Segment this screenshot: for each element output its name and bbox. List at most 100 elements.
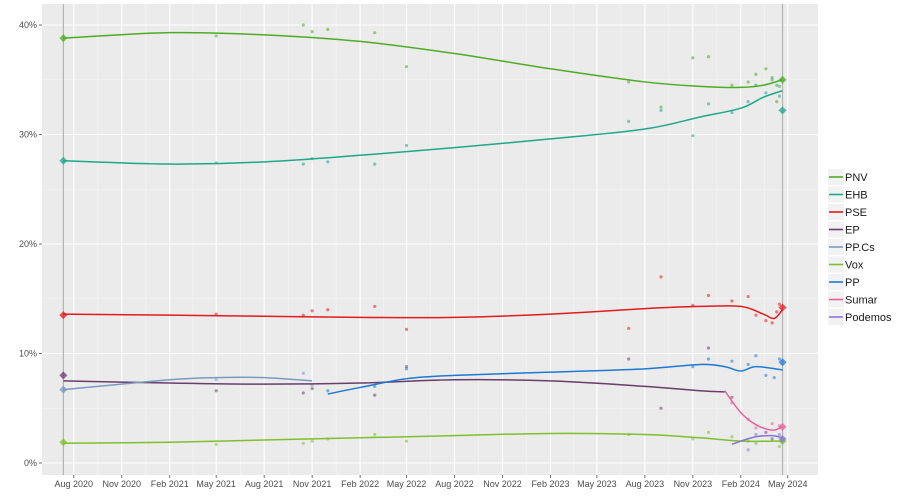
x-tick-label: Feb 2023 bbox=[531, 479, 569, 489]
x-tick-label: Nov 2020 bbox=[103, 479, 142, 489]
trend-line-podemos bbox=[731, 434, 783, 446]
poll-point-podemos bbox=[754, 432, 758, 437]
x-tick-label: Aug 2021 bbox=[245, 479, 284, 489]
poll-point-pse bbox=[777, 302, 782, 306]
x-tick-label: May 2022 bbox=[387, 479, 427, 489]
trend-line-pnv bbox=[63, 31, 783, 89]
poll-point-pp bbox=[691, 365, 695, 369]
x-tick-label: Nov 2023 bbox=[674, 479, 713, 489]
y-tick-label: 10% bbox=[19, 349, 37, 359]
poll-point-pp bbox=[764, 373, 768, 377]
result-marker-sumar bbox=[778, 422, 787, 431]
poll-point-ehb bbox=[301, 162, 305, 166]
poll-point-pse bbox=[746, 294, 750, 299]
poll-point-vox bbox=[730, 435, 734, 439]
poll-point-pnv bbox=[214, 34, 218, 38]
poll-point-pp bbox=[373, 384, 377, 388]
result-marker-ehb bbox=[778, 106, 787, 115]
x-tick-label: Aug 2020 bbox=[55, 479, 94, 489]
poll-point-pse bbox=[770, 321, 774, 325]
y-tick-label: 40% bbox=[19, 20, 37, 30]
poll-point-podemos bbox=[777, 432, 782, 437]
result-marker-pnv bbox=[778, 75, 787, 84]
poll-point-ep bbox=[301, 391, 305, 395]
poll-point-ehb bbox=[746, 100, 750, 104]
poll-point-pp bbox=[754, 354, 758, 358]
poll-point-pnv bbox=[746, 80, 750, 84]
trend-line-pp bbox=[327, 363, 783, 395]
legend-label-sumar: Sumar bbox=[845, 295, 878, 307]
minor-gridlines bbox=[42, 4, 818, 475]
result-marker-ep bbox=[59, 371, 68, 380]
poll-point-ep bbox=[373, 393, 377, 397]
poll-point-ep bbox=[659, 406, 663, 410]
result-marker-pse bbox=[778, 303, 787, 312]
x-tick-label: Feb 2022 bbox=[341, 479, 379, 489]
poll-point-vox bbox=[706, 430, 711, 434]
poll-point-pse bbox=[326, 308, 330, 312]
y-axis: 0% 10% 20% 30% 40% bbox=[19, 20, 42, 468]
poll-point-pse bbox=[730, 299, 734, 303]
plot-panel bbox=[42, 4, 818, 475]
poll-point-pnv bbox=[754, 72, 758, 76]
poll-point-pnv bbox=[706, 55, 711, 59]
poll-point-pnv bbox=[301, 23, 305, 27]
y-tick-label: 30% bbox=[19, 130, 37, 140]
poll-point-pse bbox=[301, 313, 305, 317]
legend-label-ep: EP bbox=[845, 225, 860, 237]
poll-point-pse bbox=[775, 310, 779, 314]
poll-point-ep bbox=[404, 365, 409, 369]
poll-point-pse bbox=[659, 275, 663, 279]
trend-line-ehb bbox=[63, 89, 783, 165]
result-marker-podemos bbox=[778, 434, 787, 443]
poll-point-pp bbox=[772, 375, 776, 380]
poll-point-pse bbox=[764, 319, 768, 323]
trend-line-ep bbox=[63, 378, 725, 393]
trend-line-pp-cs bbox=[63, 376, 313, 391]
result-marker-ehb bbox=[59, 156, 68, 165]
poll-point-pnv bbox=[764, 67, 768, 71]
poll-point-ep bbox=[310, 386, 314, 391]
poll-point-vox bbox=[214, 442, 218, 446]
poll-point-pnv bbox=[691, 56, 695, 60]
poll-point-ehb bbox=[775, 83, 779, 87]
poll-point-vox bbox=[373, 432, 377, 437]
poll-point-pnv bbox=[730, 83, 734, 87]
x-tick-label: May 2023 bbox=[577, 479, 617, 489]
trend-line-sumar bbox=[724, 390, 783, 431]
poll-point-ehb bbox=[730, 111, 734, 115]
poll-point-ehb bbox=[326, 160, 330, 164]
trend-lines bbox=[63, 31, 784, 446]
legend-label-podemos: Podemos bbox=[845, 312, 892, 324]
legend: PNV EHB PSE EP PP.Cs Vox PP Sumar Podemos bbox=[828, 168, 898, 330]
x-tick-label: May 2024 bbox=[768, 479, 808, 489]
poll-point-podemos bbox=[764, 430, 768, 434]
poll-point-podemos bbox=[770, 437, 774, 441]
poll-point-pse bbox=[310, 309, 314, 313]
poll-point-pp bbox=[706, 357, 711, 361]
trend-line-pse bbox=[63, 305, 784, 320]
poll-point-pp bbox=[777, 357, 782, 361]
result-marker-pp bbox=[778, 358, 787, 367]
result-marker-pp-cs bbox=[59, 385, 68, 394]
legend-label-pse: PSE bbox=[845, 207, 867, 219]
poll-point-vox bbox=[404, 439, 409, 443]
poll-point-pnv bbox=[326, 27, 330, 31]
legend-label-ehb: EHB bbox=[845, 190, 868, 202]
x-tick-label: Nov 2021 bbox=[293, 479, 332, 489]
poll-point-pp bbox=[404, 367, 409, 371]
poll-point-pnv bbox=[775, 100, 779, 104]
poll-point-vox bbox=[691, 437, 695, 441]
poll-point-pnv bbox=[659, 105, 663, 109]
poll-point-ep bbox=[730, 395, 734, 399]
poll-point-pse bbox=[404, 327, 409, 332]
x-tick-label: Aug 2022 bbox=[435, 479, 474, 489]
result-marker-pnv bbox=[59, 34, 68, 43]
x-tick-label: Feb 2024 bbox=[722, 479, 760, 489]
poll-point-pp-cs bbox=[214, 378, 218, 382]
poll-point-ep bbox=[214, 389, 218, 393]
legend-label-pp-cs: PP.Cs bbox=[845, 242, 875, 254]
poll-point-pp bbox=[746, 362, 750, 367]
